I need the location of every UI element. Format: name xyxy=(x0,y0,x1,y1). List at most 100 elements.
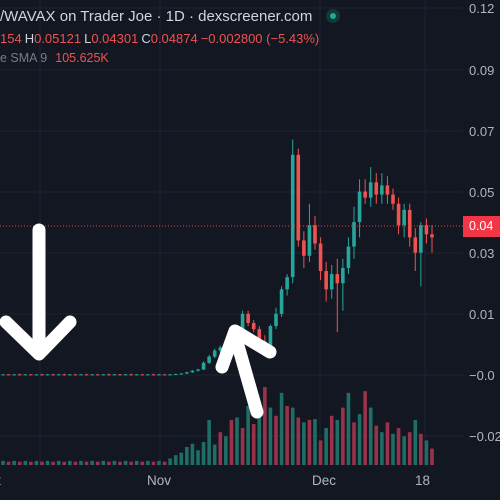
time-axis-label: Dec xyxy=(312,473,336,488)
candle-body xyxy=(246,313,250,324)
volume-bar xyxy=(224,436,228,465)
volume-bar xyxy=(419,433,423,465)
volume-bar xyxy=(84,461,89,465)
candle-body xyxy=(380,185,384,195)
candle-body xyxy=(101,374,106,376)
candle-body xyxy=(68,374,72,376)
volume-bar xyxy=(235,417,239,465)
candle-body xyxy=(218,347,223,351)
volume-bar xyxy=(318,440,323,465)
volume-bar xyxy=(413,419,418,465)
volume-bar xyxy=(129,461,133,465)
arrow-up-icon xyxy=(215,324,277,419)
volume-bar xyxy=(407,432,412,465)
high-value: 0.05121 xyxy=(34,30,82,46)
volume-bar xyxy=(341,407,345,465)
volume-bar xyxy=(90,460,94,465)
volume-bar xyxy=(107,461,111,465)
volume-bar xyxy=(73,461,78,465)
candle-body xyxy=(302,240,306,256)
candle-body xyxy=(335,274,340,284)
candle-body xyxy=(385,185,390,195)
low-label: L xyxy=(84,30,92,46)
volume-bar xyxy=(146,460,150,465)
volume-bar xyxy=(29,461,33,465)
candle-body xyxy=(146,374,150,376)
volume-bar xyxy=(207,419,211,465)
candle-body xyxy=(274,313,278,327)
candle-body xyxy=(157,374,161,376)
candle-body xyxy=(107,374,111,376)
volume-bar xyxy=(101,460,106,465)
volume-bar xyxy=(290,407,295,465)
volume-bar xyxy=(324,428,328,465)
volume-bar xyxy=(6,461,11,465)
candle-body xyxy=(251,323,256,330)
candle-body xyxy=(90,374,94,376)
volume-bar xyxy=(23,460,28,465)
high-label: H xyxy=(24,30,35,46)
candle-body xyxy=(419,225,423,253)
volume-bar xyxy=(263,387,267,465)
candle-body xyxy=(56,374,61,376)
volume-bar xyxy=(168,458,172,465)
candle-body xyxy=(162,374,167,376)
volume-bar xyxy=(251,424,256,465)
open-value: 154 xyxy=(0,30,22,46)
volume-bar xyxy=(218,432,223,465)
candle-body xyxy=(51,374,55,376)
candle-body xyxy=(129,374,133,376)
candle-body xyxy=(396,203,401,226)
volume-bar xyxy=(140,461,145,465)
candle-body xyxy=(391,194,395,204)
candle-body xyxy=(352,222,356,247)
volume-bar xyxy=(201,442,206,465)
volume-bar xyxy=(56,460,61,465)
price-axis-label: 0.12 xyxy=(469,1,494,16)
volume-readout: e SMA 9 105.625K xyxy=(0,48,340,68)
volume-bar xyxy=(118,461,122,465)
price-axis-label: 0.01 xyxy=(469,307,494,322)
volume-bar xyxy=(151,461,156,465)
volume-bar xyxy=(424,440,429,465)
volume-bar xyxy=(1,460,5,465)
price-axis-label: 0.03 xyxy=(469,246,494,261)
volume-bar xyxy=(313,419,317,465)
candle-body xyxy=(424,225,429,235)
volume-bar xyxy=(307,419,312,465)
volume-bar xyxy=(430,448,434,465)
time-axis-label: t xyxy=(0,473,1,488)
volume-bar xyxy=(385,422,390,465)
candle-body xyxy=(118,374,122,376)
candle-body xyxy=(413,237,418,253)
price-axis-label: −0.02 xyxy=(469,429,500,444)
volume-bar xyxy=(123,460,128,465)
volume-bar xyxy=(363,391,367,465)
volume-bar xyxy=(246,405,250,465)
current-price-tag: 0.04 xyxy=(463,216,500,237)
candle-body xyxy=(12,374,16,376)
candle-body xyxy=(6,374,11,376)
candle-body xyxy=(318,243,323,272)
candle-body xyxy=(357,191,362,223)
volume-bar xyxy=(302,422,306,465)
candle-body xyxy=(40,374,44,376)
candle-body xyxy=(123,374,128,376)
candle-body xyxy=(268,326,273,351)
volume-bar xyxy=(190,443,195,465)
candle-body xyxy=(190,370,195,373)
candle-body xyxy=(212,350,217,357)
volume-bar xyxy=(279,392,284,465)
ohlc-readout: 154 H 0.05121 L 0.04301 C 0.04874 −0.002… xyxy=(0,28,340,48)
volume-bar xyxy=(173,455,178,465)
candle-body xyxy=(95,374,100,376)
volume-sma-value: 105.625K xyxy=(55,51,109,65)
volume-bar xyxy=(179,452,184,465)
time-axis-label: Nov xyxy=(147,473,171,488)
volume-bar xyxy=(17,461,22,465)
candle-body xyxy=(346,246,351,268)
volume-bar xyxy=(212,444,217,465)
volume-bar xyxy=(68,460,72,465)
